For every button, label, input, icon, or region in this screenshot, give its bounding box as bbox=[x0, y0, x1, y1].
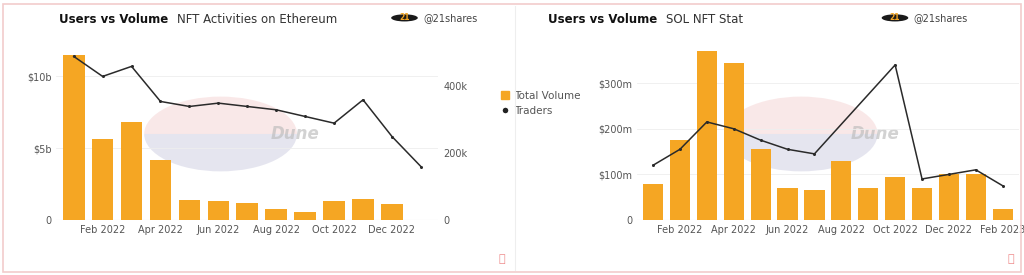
Bar bbox=[805, 190, 824, 220]
Text: @21shares: @21shares bbox=[913, 13, 968, 23]
Bar bbox=[751, 149, 771, 220]
Bar bbox=[831, 161, 851, 220]
Bar bbox=[724, 63, 743, 220]
Bar bbox=[885, 177, 905, 220]
Text: SOL NFT Stat: SOL NFT Stat bbox=[666, 13, 742, 26]
Text: ⓘ: ⓘ bbox=[499, 254, 505, 264]
Wedge shape bbox=[144, 134, 297, 171]
Text: Dune: Dune bbox=[851, 125, 899, 143]
Text: Users vs Volume: Users vs Volume bbox=[548, 13, 657, 26]
Bar bbox=[966, 174, 986, 220]
Text: 21: 21 bbox=[399, 13, 410, 22]
Bar bbox=[992, 209, 1013, 220]
Text: @21shares: @21shares bbox=[423, 13, 477, 23]
Bar bbox=[670, 140, 690, 220]
Bar bbox=[777, 188, 798, 220]
Bar bbox=[208, 200, 229, 220]
Bar bbox=[178, 200, 201, 220]
Bar bbox=[696, 51, 717, 220]
Bar bbox=[352, 199, 374, 220]
Bar bbox=[92, 139, 114, 220]
Wedge shape bbox=[725, 134, 878, 171]
Text: NFT Activities on Ethereum: NFT Activities on Ethereum bbox=[177, 13, 337, 26]
Bar bbox=[265, 209, 287, 220]
Bar bbox=[381, 204, 402, 220]
Bar bbox=[62, 54, 85, 220]
Bar bbox=[150, 160, 171, 220]
Bar bbox=[294, 212, 316, 220]
Text: ⓘ: ⓘ bbox=[1008, 254, 1014, 264]
Bar bbox=[912, 188, 932, 220]
Bar bbox=[643, 183, 664, 220]
Bar bbox=[237, 204, 258, 220]
Bar bbox=[324, 201, 345, 220]
Text: 21: 21 bbox=[890, 13, 900, 22]
Bar bbox=[858, 188, 879, 220]
Wedge shape bbox=[144, 97, 297, 134]
Legend: Total Volume, Traders: Total Volume, Traders bbox=[501, 90, 581, 116]
Text: Dune: Dune bbox=[270, 125, 318, 143]
Wedge shape bbox=[725, 97, 878, 134]
Text: Users vs Volume: Users vs Volume bbox=[59, 13, 169, 26]
Bar bbox=[121, 122, 142, 220]
Bar bbox=[939, 174, 959, 220]
